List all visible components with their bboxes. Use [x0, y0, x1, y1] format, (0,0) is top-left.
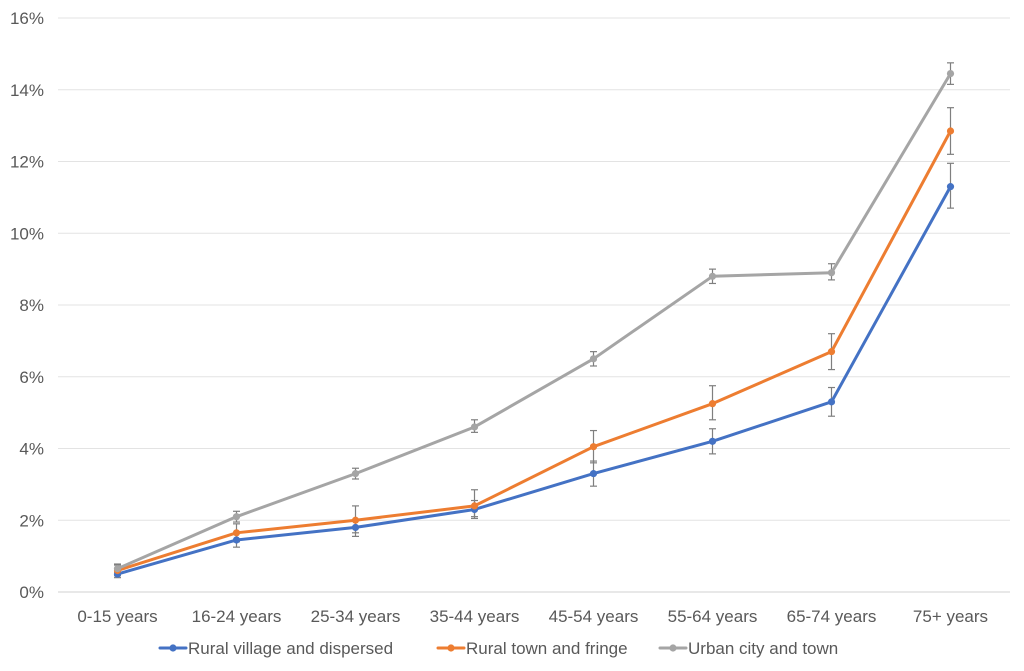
legend: Rural village and dispersed Rural town an…	[158, 639, 838, 658]
data-point	[827, 348, 836, 356]
data-point	[827, 398, 836, 406]
y-tick-label: 4%	[19, 440, 44, 459]
x-tick-label: 55-64 years	[668, 607, 758, 626]
x-tick-label: 0-15 years	[77, 607, 157, 626]
data-point	[708, 437, 717, 445]
data-point	[232, 536, 241, 544]
series-line-2	[116, 72, 952, 571]
data-point	[232, 513, 241, 521]
data-point	[589, 470, 598, 478]
data-point	[946, 127, 955, 135]
x-axis-tick-labels: 0-15 years 16-24 years 25-34 years 35-44 ye…	[77, 607, 988, 626]
data-point	[589, 355, 598, 363]
y-axis-tick-labels: 0% 2% 4% 6% 8% 10% 12% 14% 16%	[10, 9, 44, 602]
data-point	[470, 502, 479, 510]
legend-label: Urban city and town	[688, 639, 838, 658]
data-point	[827, 269, 836, 277]
legend-swatch-marker	[447, 644, 455, 652]
y-tick-label: 16%	[10, 9, 44, 28]
y-tick-label: 2%	[19, 511, 44, 530]
y-tick-label: 12%	[10, 153, 44, 172]
y-tick-label: 0%	[19, 583, 44, 602]
x-tick-label: 25-34 years	[311, 607, 401, 626]
error-bars	[114, 62, 954, 579]
legend-label: Rural town and fringe	[466, 639, 628, 658]
data-point	[708, 400, 717, 408]
data-point	[946, 183, 955, 191]
data-point	[351, 470, 360, 478]
data-point	[946, 70, 955, 78]
series-line-1	[116, 129, 952, 572]
data-point	[351, 523, 360, 532]
series-points	[113, 70, 955, 578]
x-tick-label: 75+ years	[913, 607, 988, 626]
data-point	[113, 565, 122, 573]
x-tick-label: 16-24 years	[192, 607, 282, 626]
y-tick-label: 6%	[19, 368, 44, 387]
x-tick-label: 35-44 years	[430, 607, 520, 626]
legend-swatch-marker	[669, 644, 677, 652]
legend-item: Urban city and town	[658, 639, 838, 658]
y-tick-label: 10%	[10, 224, 44, 243]
y-tick-label: 14%	[10, 81, 44, 100]
data-point	[232, 529, 241, 537]
legend-item: Rural village and dispersed	[158, 639, 393, 658]
legend-item: Rural town and fringe	[436, 639, 628, 658]
gridlines	[58, 17, 1010, 593]
legend-label: Rural village and dispersed	[188, 639, 393, 658]
data-point	[708, 272, 717, 280]
series-lines	[116, 72, 952, 576]
x-tick-label: 65-74 years	[787, 607, 877, 626]
legend-swatch-marker	[169, 644, 177, 652]
x-tick-label: 45-54 years	[549, 607, 639, 626]
data-point	[589, 443, 598, 451]
data-point	[351, 516, 360, 524]
y-tick-label: 8%	[19, 296, 44, 315]
data-point	[470, 423, 479, 431]
series-line-0	[116, 185, 952, 576]
